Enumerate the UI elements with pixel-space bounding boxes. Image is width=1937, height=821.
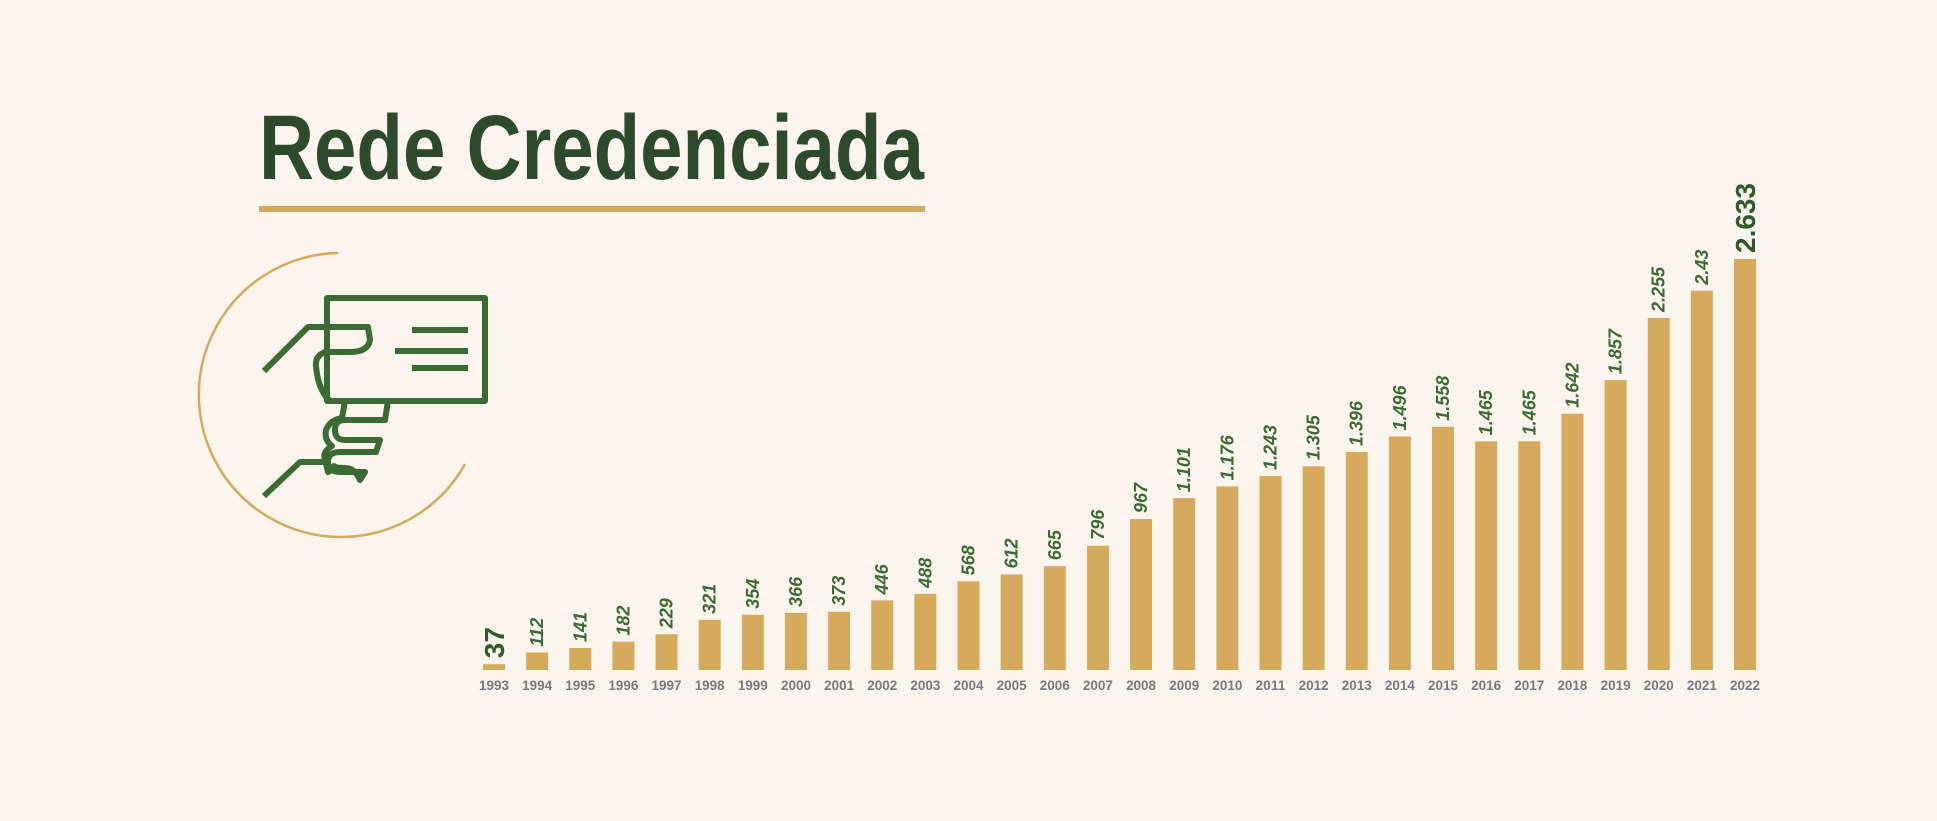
- x-tick-label: 2000: [781, 677, 811, 693]
- x-tick-label: 2007: [1083, 677, 1113, 693]
- bar: [655, 634, 678, 670]
- bar: [1734, 259, 1756, 670]
- value-label: 1.558: [1433, 376, 1453, 421]
- value-label: 1.101: [1174, 447, 1194, 492]
- x-tick-label: 2016: [1471, 677, 1501, 693]
- x-tick-label: 1997: [652, 677, 682, 693]
- bar: [1000, 574, 1023, 670]
- bar: [1173, 498, 1196, 670]
- bar: [698, 619, 721, 670]
- value-label: 796: [1088, 509, 1108, 540]
- value-label: 366: [786, 576, 806, 607]
- x-tick-label: 2002: [867, 677, 897, 693]
- value-label: 182: [613, 606, 633, 636]
- x-tick-label: 2008: [1126, 677, 1156, 693]
- value-label: 665: [1045, 529, 1065, 560]
- x-tick-label: 2011: [1255, 677, 1285, 693]
- bar: [1518, 441, 1541, 670]
- x-tick-label: 2022: [1730, 677, 1760, 693]
- value-label: 568: [959, 545, 979, 575]
- x-tick-label: 2014: [1385, 677, 1415, 693]
- x-tick-label: 2017: [1514, 677, 1544, 693]
- chart-title: Rede Credenciada: [259, 97, 925, 199]
- value-label: 446: [872, 563, 892, 595]
- x-tick-label: 1996: [608, 677, 638, 693]
- value-label: 2.255: [1649, 266, 1669, 313]
- bar: [741, 614, 764, 670]
- bar: [1690, 290, 1713, 670]
- x-tick-label: 2004: [954, 677, 984, 693]
- x-tick-label: 1995: [565, 677, 595, 693]
- bar: [1086, 545, 1109, 670]
- value-label: 1.305: [1304, 414, 1324, 460]
- x-tick-label: 1994: [522, 677, 552, 693]
- value-label: 354: [743, 579, 763, 609]
- x-tick-label: 2018: [1557, 677, 1587, 693]
- bar: [1647, 318, 1670, 670]
- bar: [526, 652, 549, 670]
- x-tick-label: 2009: [1169, 677, 1199, 693]
- x-tick-label: 2010: [1212, 677, 1242, 693]
- x-tick-label: 2021: [1687, 677, 1717, 693]
- value-label: 967: [1131, 482, 1151, 513]
- x-tick-label: 2020: [1644, 677, 1674, 693]
- value-label: 1.465: [1519, 389, 1539, 435]
- bar: [1302, 466, 1325, 670]
- bar: [1388, 436, 1411, 670]
- x-tick-label: 2015: [1428, 677, 1458, 693]
- x-tick-label: 2005: [997, 677, 1027, 693]
- bar: [914, 593, 937, 670]
- x-tick-label: 2012: [1299, 677, 1329, 693]
- title-underline: [259, 206, 925, 212]
- bar: [1432, 426, 1455, 670]
- bar: [957, 581, 980, 670]
- bar: [784, 612, 807, 670]
- bar: [1475, 441, 1498, 670]
- bar: [612, 641, 635, 670]
- bar: [1259, 475, 1282, 670]
- icon-arc: [197, 251, 467, 539]
- value-label: 229: [657, 598, 677, 629]
- bar: [483, 664, 505, 670]
- value-label: 488: [915, 558, 935, 589]
- bar: [569, 647, 592, 670]
- x-tick-label: 2006: [1040, 677, 1070, 693]
- value-label: 1.465: [1476, 389, 1496, 435]
- value-label: 141: [570, 612, 590, 642]
- bar: [1043, 566, 1066, 670]
- x-tick-label: 2001: [824, 677, 854, 693]
- bar: [1561, 413, 1584, 670]
- value-label: 612: [1002, 538, 1022, 568]
- icon: [197, 251, 488, 539]
- x-tick-label: 1999: [738, 677, 768, 693]
- value-label: 37: [479, 627, 510, 658]
- bar: [1604, 380, 1627, 670]
- value-label: 2.633: [1730, 183, 1761, 253]
- bar: [1216, 486, 1239, 670]
- value-label: 1.176: [1217, 434, 1237, 480]
- x-tick-label: 2003: [910, 677, 940, 693]
- x-tick-label: 1998: [695, 677, 725, 693]
- value-label: 112: [527, 618, 547, 647]
- icon-hand: [261, 295, 488, 499]
- value-label: 1.243: [1260, 425, 1280, 470]
- bar: [1130, 519, 1153, 670]
- value-label: 1.396: [1347, 400, 1367, 446]
- value-label: 321: [700, 584, 720, 614]
- bar: [1345, 452, 1368, 670]
- x-tick-label: 2013: [1342, 677, 1372, 693]
- value-label: 1.642: [1562, 363, 1582, 408]
- value-label: 2.43: [1692, 250, 1712, 286]
- x-tick-label: 1993: [479, 677, 509, 693]
- bar: [828, 611, 851, 670]
- value-label: 1.496: [1390, 384, 1410, 430]
- x-tick-label: 2019: [1601, 677, 1631, 693]
- bar: [871, 600, 894, 670]
- value-label: 1.857: [1606, 328, 1626, 374]
- value-label: 373: [829, 576, 849, 606]
